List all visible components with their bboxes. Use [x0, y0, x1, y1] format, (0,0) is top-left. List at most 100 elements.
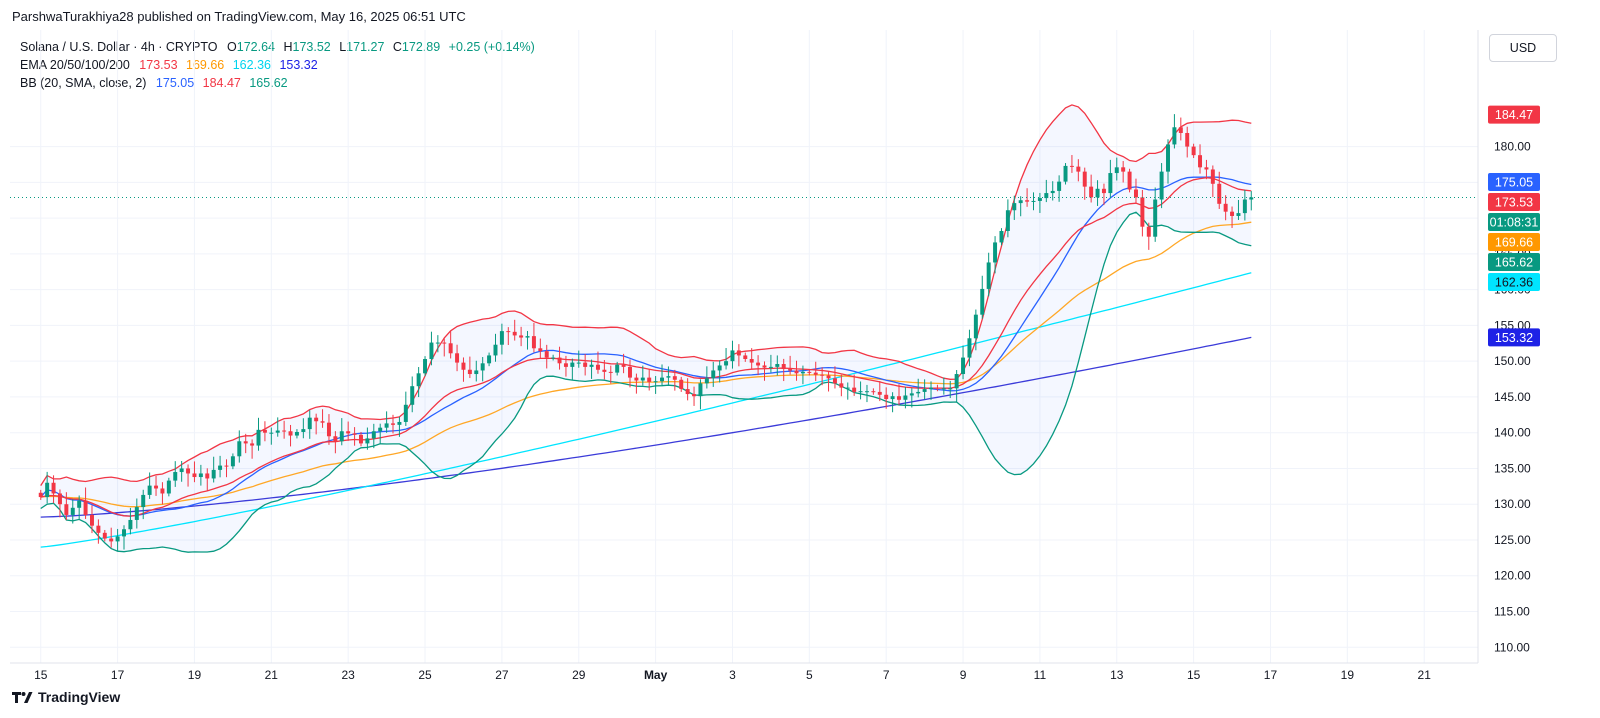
candle: [64, 492, 69, 521]
candle-body: [1146, 226, 1151, 237]
candle-body: [1198, 155, 1203, 168]
candle: [775, 355, 780, 376]
legend-symbol[interactable]: Solana / U.S. Dollar · 4h · CRYPTO: [20, 40, 218, 54]
candle: [916, 378, 921, 398]
candle: [256, 417, 261, 451]
legend-ema-row[interactable]: EMA 20/50/100/200 173.53 169.66 162.36 1…: [20, 56, 540, 74]
candle: [1101, 183, 1106, 206]
candle-body: [1249, 197, 1254, 200]
candle-body: [1127, 171, 1132, 190]
candle-body: [429, 342, 434, 360]
candle: [1230, 206, 1235, 228]
candle-body: [339, 431, 344, 442]
candle: [359, 431, 363, 447]
candle-body: [602, 369, 607, 372]
candle: [371, 423, 376, 449]
candle-body: [647, 377, 652, 382]
candle: [1185, 126, 1190, 158]
candle: [352, 427, 357, 446]
bb-upper-line: [40, 104, 1252, 486]
candle-body: [640, 377, 645, 381]
price-tag-label: 165.62: [1495, 255, 1533, 269]
candle: [403, 391, 408, 426]
candle-body: [288, 431, 293, 436]
time-tick-label: 27: [495, 668, 509, 682]
price-tag-bg: [1488, 272, 1540, 291]
candle-body: [1063, 165, 1068, 182]
candle: [384, 411, 389, 433]
candle: [864, 384, 869, 403]
candle: [1242, 189, 1247, 221]
candle-body: [1025, 200, 1030, 202]
candle-body: [756, 362, 761, 366]
candle-body: [1172, 127, 1177, 145]
candle: [544, 344, 549, 369]
price-tag-bg: [1488, 172, 1540, 191]
tradingview-brand[interactable]: TradingView: [12, 689, 120, 705]
candle: [653, 376, 658, 394]
price-tick-label: 150.00: [1494, 354, 1531, 368]
candle-body: [198, 473, 203, 478]
currency-button[interactable]: USD: [1489, 34, 1557, 62]
candle: [877, 381, 882, 402]
candle: [672, 369, 677, 391]
candle-body: [538, 348, 543, 352]
candle: [1063, 163, 1068, 185]
candle: [1133, 178, 1138, 204]
price-tag-label: 169.66: [1495, 235, 1533, 249]
price-tick-label: 135.00: [1494, 461, 1531, 475]
candle: [1057, 175, 1062, 202]
candle: [198, 464, 203, 486]
ema200-line: [40, 336, 1252, 518]
candle-body: [666, 376, 671, 378]
ohlc-close: 172.89: [401, 40, 441, 54]
price-tag-label: 153.32: [1495, 331, 1533, 345]
candle-body: [359, 434, 363, 444]
candle-body: [1005, 210, 1010, 231]
candle: [218, 455, 223, 478]
time-tick-label: 11: [1034, 668, 1047, 682]
candle: [1012, 195, 1017, 220]
candle: [1166, 139, 1170, 184]
price-tick-label: 125.00: [1494, 533, 1531, 547]
candle-body: [435, 342, 440, 344]
candle: [224, 459, 229, 478]
candle-body: [551, 357, 556, 359]
bb-basis-line: [40, 176, 1252, 517]
candle: [781, 358, 786, 382]
candle-body: [487, 355, 492, 364]
candle-body: [1082, 171, 1087, 187]
candle: [333, 431, 338, 454]
candle-body: [775, 364, 780, 367]
candle-body: [736, 350, 741, 356]
legend-bb-row[interactable]: BB (20, SMA, close, 2) 175.05 184.47 165…: [20, 74, 540, 92]
candle-body: [967, 338, 972, 358]
candle: [660, 364, 665, 386]
time-axis: 15 17 19 21 23 25 27 29 May 3 5 7 9 11 13 15 17 19 21: [34, 668, 1431, 682]
candle-body: [724, 361, 729, 366]
candle-body: [544, 351, 549, 358]
candle-body: [1114, 167, 1119, 174]
candle: [474, 360, 479, 382]
ema200-value: 153.32: [279, 58, 318, 72]
candle-body: [692, 394, 697, 397]
chart-grid: [10, 30, 1478, 663]
candle: [45, 471, 50, 504]
candle: [179, 461, 184, 482]
candle: [1121, 161, 1126, 183]
candle-body: [1031, 200, 1036, 202]
price-tick-label: 110.00: [1494, 640, 1530, 654]
candle-body: [897, 396, 901, 400]
candle-body: [986, 262, 991, 289]
candle: [230, 453, 235, 470]
candle: [205, 468, 210, 491]
candle-body: [474, 370, 479, 375]
candle-body: [762, 365, 767, 368]
candle-body: [186, 468, 191, 474]
candle: [77, 495, 82, 520]
candle-body: [282, 430, 287, 432]
candle-body: [948, 388, 953, 390]
candle: [858, 381, 863, 400]
candle: [499, 323, 504, 355]
